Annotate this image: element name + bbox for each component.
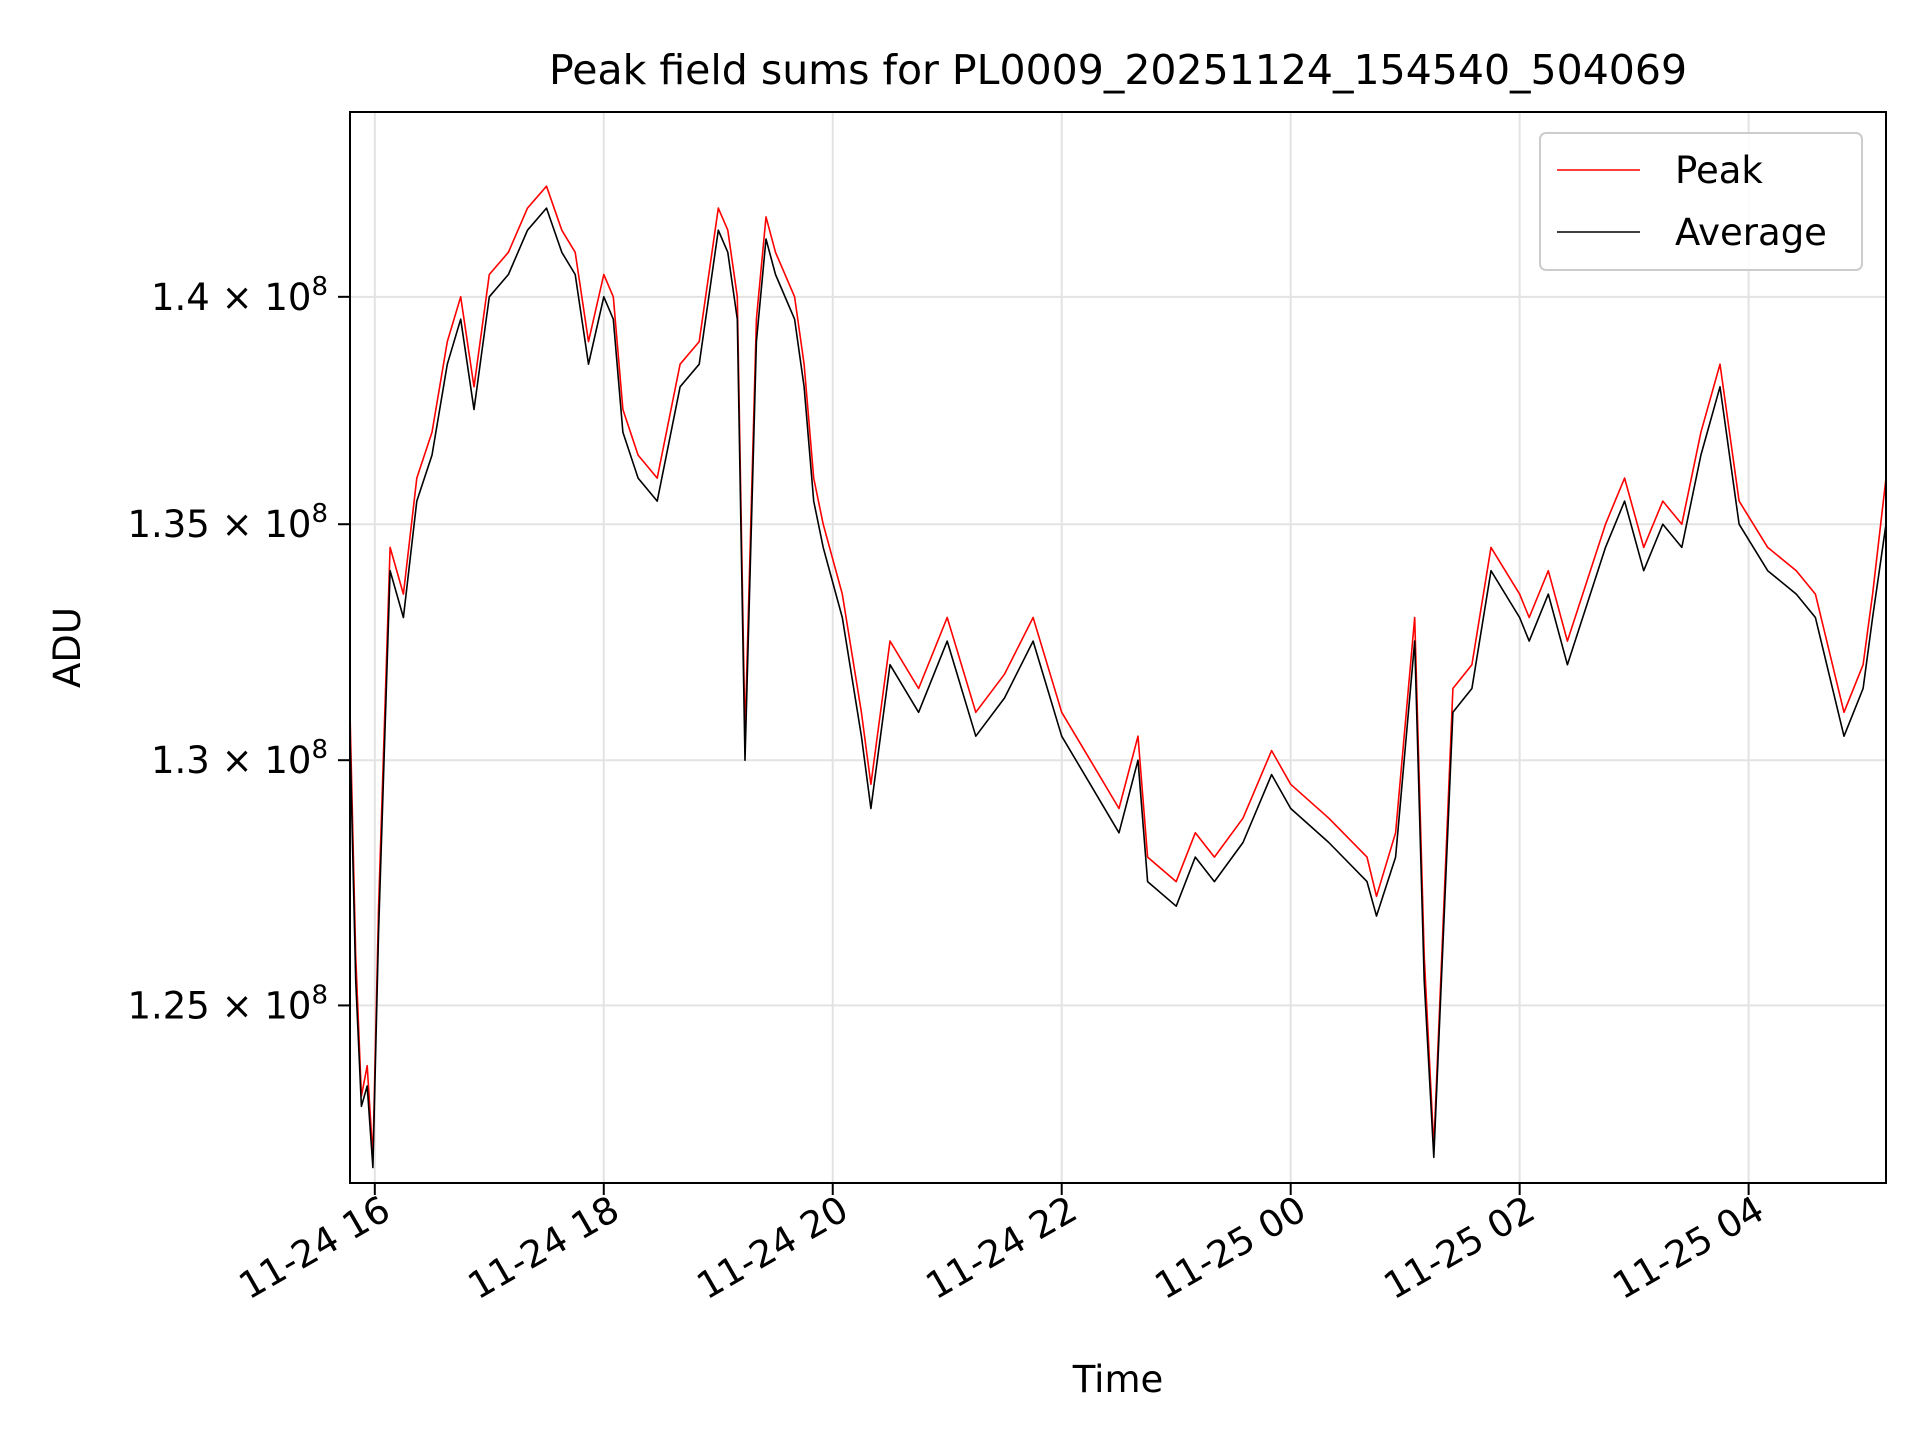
chart-title: Peak field sums for PL0009_20251124_1545…	[549, 46, 1687, 94]
svg-text:1.35 × 108: 1.35 × 108	[127, 499, 328, 546]
svg-text:1.25 × 108: 1.25 × 108	[127, 980, 328, 1027]
svg-text:1.4 × 108: 1.4 × 108	[151, 272, 328, 319]
legend-label-peak: Peak	[1675, 149, 1763, 192]
y-tick-label: 1.4 × 108	[151, 272, 328, 319]
legend: Peak Average	[1539, 132, 1863, 271]
plot-frame	[349, 111, 1887, 1184]
legend-box	[1539, 132, 1863, 271]
svg-text:1.3 × 108: 1.3 × 108	[151, 735, 328, 782]
grid	[350, 112, 1886, 1183]
series-line-peak	[349, 185, 1887, 1159]
x-axis-label: Time	[1072, 1358, 1164, 1401]
legend-label-average: Average	[1675, 211, 1827, 254]
y-tick-label: 1.3 × 108	[151, 735, 328, 782]
series-line-average	[349, 207, 1887, 1169]
series-lines	[349, 185, 1887, 1169]
y-axis-label: ADU	[46, 607, 89, 688]
y-tick-label: 1.25 × 108	[127, 980, 328, 1027]
y-axis: 1.25 × 108 1.3 × 108 1.35 × 108 1.4 × 108	[127, 272, 350, 1027]
y-tick-label: 1.35 × 108	[127, 499, 328, 546]
